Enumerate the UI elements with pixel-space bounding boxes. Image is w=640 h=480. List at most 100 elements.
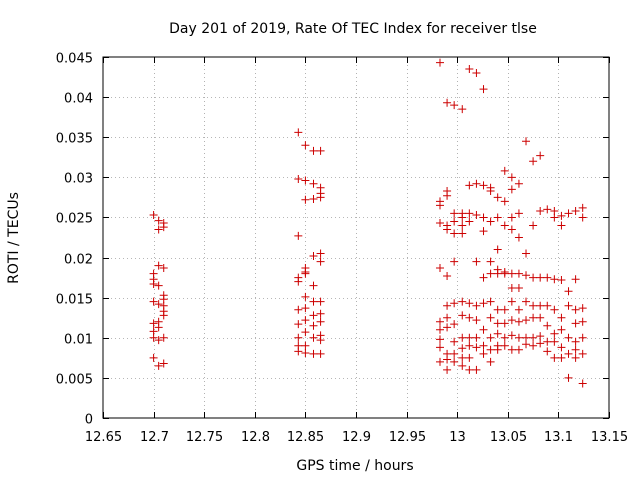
data-point: [309, 349, 318, 358]
data-point: [557, 353, 566, 362]
data-point: [154, 216, 163, 225]
data-point: [486, 186, 495, 195]
data-point: [465, 313, 474, 322]
data-point: [294, 277, 303, 286]
data-point: [578, 379, 587, 388]
data-point: [507, 185, 516, 194]
data-point: [309, 281, 318, 290]
data-point: [571, 337, 580, 346]
data-point: [465, 341, 474, 350]
data-point: [571, 305, 580, 314]
data-point: [500, 319, 509, 328]
data-point: [550, 305, 559, 314]
data-point: [472, 333, 481, 342]
data-point: [450, 229, 459, 238]
data-point: [465, 209, 474, 218]
data-point: [543, 273, 552, 282]
data-point: [465, 181, 474, 190]
data-point: [479, 227, 488, 236]
y-tick-label: 0.04: [64, 92, 93, 107]
data-point: [543, 321, 552, 330]
data-point: [536, 332, 545, 341]
data-point: [522, 249, 531, 258]
data-point: [443, 301, 452, 310]
data-point: [578, 317, 587, 326]
data-point: [149, 211, 158, 220]
data-point: [479, 325, 488, 334]
data-point: [500, 269, 509, 278]
data-point: [479, 273, 488, 282]
data-point: [149, 333, 158, 342]
y-tick-label: 0: [85, 413, 93, 428]
data-point: [507, 213, 516, 222]
data-point: [514, 284, 523, 293]
data-point: [458, 221, 467, 230]
y-tick-label: 0.035: [56, 132, 93, 147]
data-point: [472, 211, 481, 220]
data-point: [571, 207, 580, 216]
data-point: [486, 313, 495, 322]
data-point: [443, 365, 452, 374]
data-point: [472, 179, 481, 188]
y-tick-label: 0.02: [64, 253, 93, 268]
data-point: [465, 217, 474, 226]
data-point: [500, 197, 509, 206]
data-point: [443, 313, 452, 322]
data-point: [564, 209, 573, 218]
plot-frame: [102, 56, 610, 419]
data-point: [450, 357, 459, 366]
data-point: [154, 323, 163, 332]
data-point: [149, 319, 158, 328]
data-points: [149, 58, 587, 388]
data-point: [316, 297, 325, 306]
data-point: [522, 316, 531, 325]
data-point: [578, 203, 587, 212]
data-point: [479, 213, 488, 222]
data-point: [435, 357, 444, 366]
data-point: [514, 317, 523, 326]
data-point: [529, 273, 538, 282]
data-point: [159, 223, 168, 232]
data-point: [514, 305, 523, 314]
data-point: [564, 373, 573, 382]
grid-lines: [103, 57, 609, 418]
data-point: [458, 361, 467, 370]
data-point: [294, 174, 303, 183]
x-tick-label: 12.9: [342, 430, 371, 445]
data-point: [493, 213, 502, 222]
data-point: [309, 194, 318, 203]
data-point: [486, 357, 495, 366]
data-point: [301, 141, 310, 150]
data-point: [514, 233, 523, 242]
data-point: [479, 349, 488, 358]
data-point: [500, 341, 509, 350]
data-point: [435, 201, 444, 210]
data-point: [571, 353, 580, 362]
data-point: [149, 297, 158, 306]
data-point: [479, 341, 488, 350]
data-point: [557, 211, 566, 220]
data-point: [443, 98, 452, 107]
y-tick-label: 0.015: [56, 293, 93, 308]
data-point: [486, 257, 495, 266]
data-point: [450, 299, 459, 308]
data-point: [472, 343, 481, 352]
data-point: [443, 355, 452, 364]
x-tick-label: 12.7: [140, 430, 169, 445]
data-point: [316, 249, 325, 258]
data-point: [500, 166, 509, 175]
data-point: [493, 345, 502, 354]
data-point: [507, 225, 516, 234]
data-point: [316, 193, 325, 202]
data-point: [316, 257, 325, 266]
data-point: [301, 328, 310, 337]
data-point: [522, 137, 531, 146]
data-point: [472, 69, 481, 78]
data-point: [564, 349, 573, 358]
data-point: [435, 317, 444, 326]
data-point: [550, 275, 559, 284]
data-point: [450, 209, 459, 218]
chart-title: Day 201 of 2019, Rate Of TEC Index for r…: [169, 21, 537, 37]
data-point: [316, 317, 325, 326]
